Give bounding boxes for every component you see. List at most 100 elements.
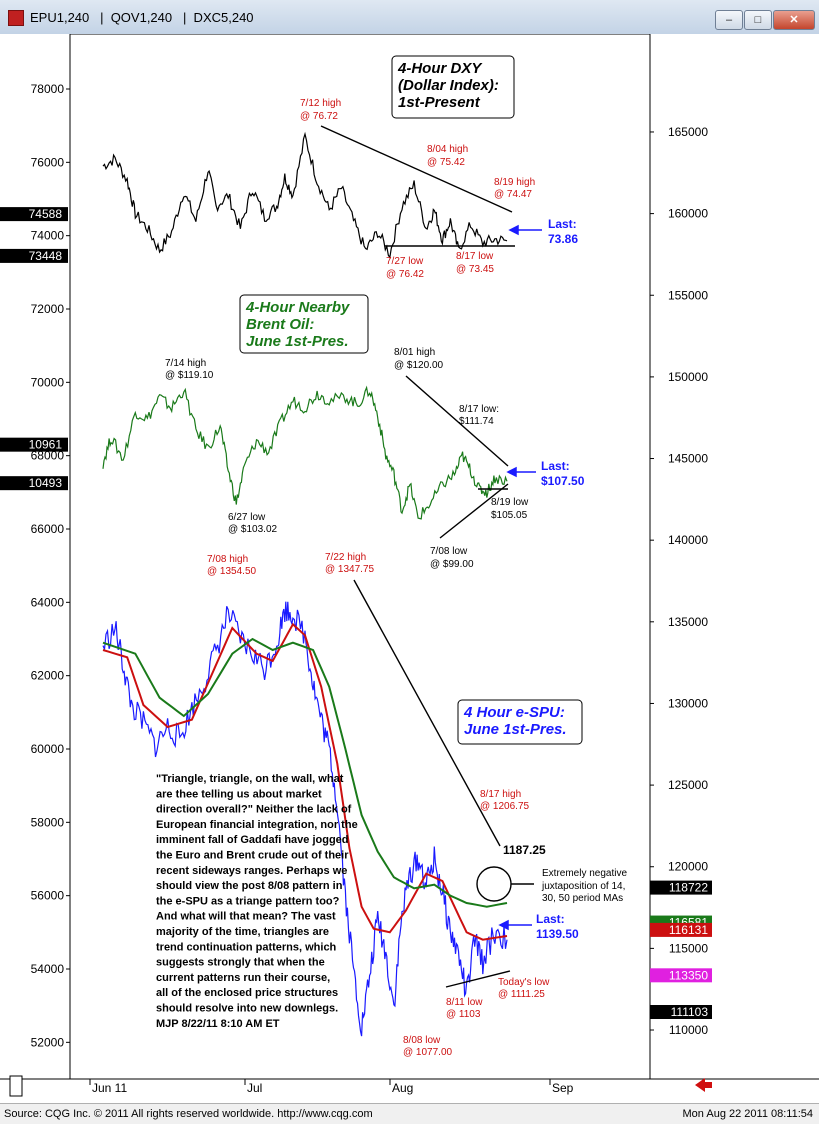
left-tick-label: 56000: [31, 889, 65, 903]
x-tick-label: Jul: [247, 1081, 262, 1095]
commentary-line: And what will that mean? The vast: [156, 911, 336, 923]
title-box-line: 4 Hour e-SPU:: [463, 704, 565, 721]
annotation-label: 8/19 low: [491, 497, 529, 508]
annotation-label: 6/27 low: [228, 512, 266, 523]
annotation-label: Today's low: [498, 977, 550, 988]
maximize-button[interactable]: □: [744, 10, 772, 30]
title-box: [239, 294, 369, 354]
series-dxy: [102, 131, 508, 260]
title-box-line: 4-Hour Nearby: [245, 299, 350, 316]
left-tick-label: 58000: [31, 815, 65, 829]
right-price-flag: [650, 880, 712, 895]
x-tick-label: Sep: [552, 1081, 574, 1095]
right-price-flag-label: 111103: [671, 1005, 709, 1019]
annotation-label: juxtaposition of 14,: [541, 881, 625, 892]
minimize-button[interactable]: –: [715, 10, 743, 30]
commentary-line: recent sideways ranges. Perhaps we: [156, 865, 347, 877]
left-price-flag-label: 73448: [29, 249, 63, 263]
commentary-line: the e-SPU as a triange pattern too?: [156, 895, 340, 907]
timestamp: Mon Aug 22 2011 08:11:54: [682, 1108, 813, 1120]
left-tick-label: 70000: [31, 375, 65, 389]
app-icon: [8, 10, 24, 26]
title-box-line: 1st-Present: [398, 94, 481, 111]
right-price-flag-label: 116131: [669, 923, 708, 937]
left-tick-label: 76000: [31, 155, 65, 169]
commentary-line: the Euro and Brent crude out of their: [156, 850, 349, 862]
annotation-label: @ 76.42: [386, 269, 424, 280]
annotation-label: 8/17 low: [456, 251, 494, 262]
annotation-label: @ 75.42: [427, 157, 465, 168]
annotation-label: 8/19 high: [494, 177, 535, 188]
annotation-label: Last:: [548, 217, 577, 231]
annotation-label: 1187.25: [503, 843, 546, 857]
annotation-label: @ 74.47: [494, 189, 532, 200]
annotation-label: @ 1103: [446, 1009, 481, 1020]
left-tick-label: 68000: [31, 449, 65, 463]
left-tick-label: 54000: [31, 962, 65, 976]
commentary-line: majority of the time, triangles are: [156, 926, 329, 938]
title-box-line: June 1st-Pres.: [246, 333, 349, 350]
x-tick-label: Jun 11: [92, 1081, 127, 1095]
commentary-line: direction overall?" Neither the lack of: [156, 804, 352, 816]
left-tick-label: 62000: [31, 669, 65, 683]
left-tick-label: 72000: [31, 302, 65, 316]
left-price-flag-label: 10493: [29, 476, 63, 490]
left-price-flag-label: 10961: [29, 438, 63, 452]
annotation-label: 7/08 high: [207, 554, 248, 565]
title-box: [391, 55, 515, 119]
title-box-line: (Dollar Index):: [398, 77, 499, 94]
right-tick-label: 125000: [668, 778, 708, 792]
right-tick-label: 110000: [669, 1023, 708, 1037]
window-title: EPU1,240 | QOV1,240 | DXC5,240: [30, 10, 254, 25]
scroll-box[interactable]: [9, 1075, 23, 1097]
left-tick-label: 64000: [31, 595, 65, 609]
commentary-line: imminent fall of Gaddafi have jogged: [156, 834, 349, 846]
annotation-label: @ 1354.50: [207, 566, 257, 577]
series-ma14: [102, 622, 508, 941]
annotation-label: 30, 50 period MAs: [542, 893, 623, 904]
annotation-label: 8/08 low: [403, 1035, 441, 1046]
commentary-line: MJP 8/22/11 8:10 AM ET: [156, 1018, 280, 1030]
annotation-label: 7/22 high: [325, 552, 366, 563]
right-tick-label: 150000: [668, 370, 708, 384]
commentary-line: are thee telling us about market: [156, 788, 322, 800]
annotation-label: 7/27 low: [386, 256, 424, 267]
annotation-label: 8/17 low:: [459, 404, 499, 415]
annotation-label: 8/11 low: [446, 997, 483, 1008]
title-box-line: Brent Oil:: [246, 316, 314, 333]
commentary-line: should view the post 8/08 pattern in: [156, 880, 343, 892]
annotation-label: 8/01 high: [394, 347, 435, 358]
annotation-label: @ 73.45: [456, 264, 494, 275]
back-arrow-icon[interactable]: [695, 1078, 712, 1092]
right-price-flag-label: 113350: [669, 968, 708, 982]
commentary-line: all of the enclosed price structures: [156, 987, 338, 999]
right-price-flag-label: 118722: [669, 881, 708, 895]
right-tick-label: 120000: [668, 860, 708, 874]
right-price-flag: [650, 968, 712, 983]
close-button[interactable]: ✕: [773, 10, 815, 30]
left-price-flag-label: 74588: [29, 207, 63, 221]
commentary-line: "Triangle, triangle, on the wall, what: [156, 773, 344, 785]
annotation-label: 7/14 high: [165, 358, 206, 369]
right-tick-label: 140000: [668, 533, 708, 547]
left-tick-label: 60000: [31, 742, 65, 756]
annotation-label: $105.05: [491, 510, 528, 521]
title-box: [457, 699, 583, 745]
commentary-line: suggests strongly that when the: [156, 957, 325, 969]
right-tick-label: 145000: [668, 452, 708, 466]
title-box-line: June 1st-Pres.: [464, 721, 567, 738]
annotation-label: Extremely negative: [542, 868, 627, 879]
left-price-flag: [0, 476, 68, 491]
window-titlebar: EPU1,240 | QOV1,240 | DXC5,240 – □ ✕: [0, 0, 819, 35]
right-price-flag: [650, 1005, 712, 1020]
left-price-flag: [0, 437, 68, 452]
left-tick-label: 52000: [31, 1035, 65, 1049]
left-price-flag: [0, 207, 68, 222]
right-price-flag: [650, 922, 712, 937]
annotation-label: 1139.50: [536, 927, 579, 941]
right-tick-label: 165000: [668, 125, 708, 139]
commentary-line: should resolve into new downlegs.: [156, 1003, 338, 1015]
annotation-label: $111.74: [459, 416, 494, 427]
right-tick-label: 115000: [669, 941, 708, 955]
annotation-label: 7/12 high: [300, 98, 341, 109]
